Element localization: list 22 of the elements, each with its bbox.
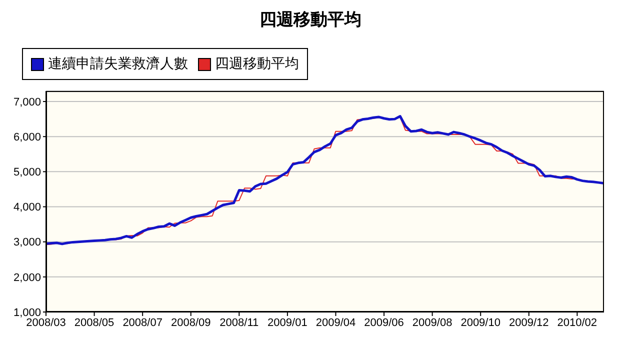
legend-label: 連續申請失業救濟人數 [48,55,188,73]
chart-title: 四週移動平均 [258,9,362,31]
x-tick-label: 2009/12 [509,316,549,329]
x-tick-label: 2009/08 [412,316,452,329]
y-tick-label: 2,000 [13,272,41,284]
x-tick-label: 2009/10 [460,316,500,329]
y-tick-label: 3,000 [13,236,41,249]
y-tick-label: 6,000 [13,132,41,144]
x-tick-label: 2008/11 [220,316,259,329]
x-tick-label: 2010/02 [557,316,598,329]
y-tick-label: 7,000 [13,96,41,108]
y-tick-label: 1,000 [13,306,41,319]
x-tick-label: 2008/07 [122,316,162,329]
x-tick-label: 2009/04 [316,316,356,329]
x-tick-label: 2008/05 [74,316,114,329]
x-tick-label: 2009/01 [268,316,308,329]
y-tick-label: 5,000 [13,166,41,179]
x-tick-label: 2008/03 [26,316,66,329]
x-tick-label: 2009/06 [364,316,404,329]
legend-label: 四週移動平均 [215,55,299,73]
y-tick-label: 4,000 [13,202,41,214]
x-tick-label: 2008/09 [170,316,211,329]
